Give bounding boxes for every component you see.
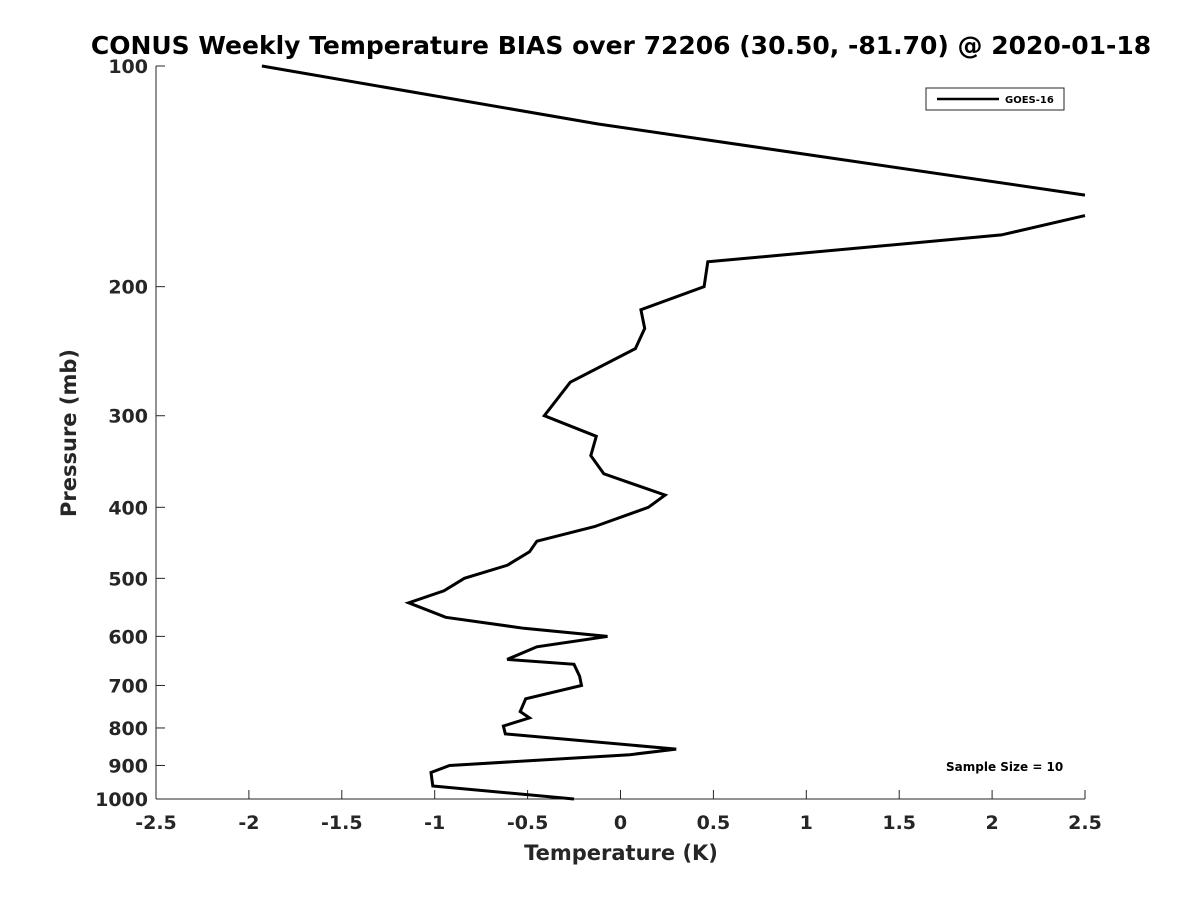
series-group bbox=[261, 64, 1086, 801]
y-axis-label: Pressure (mb) bbox=[57, 349, 81, 517]
x-tick-label: 2 bbox=[985, 812, 998, 834]
x-tick-label: 1.5 bbox=[882, 812, 916, 834]
series-line-goes16 bbox=[261, 64, 1086, 801]
y-tick-label: 600 bbox=[108, 626, 148, 648]
legend: GOES-16 bbox=[925, 87, 1065, 111]
y-tick-label: 200 bbox=[108, 277, 148, 299]
chart-title: CONUS Weekly Temperature BIAS over 72206… bbox=[91, 31, 1151, 60]
x-axis-ticks: -2.5 -2 -1.5 -1 -0.5 0 0.5 1 1.5 2 2.5 bbox=[135, 790, 1102, 834]
x-tick-label: 1 bbox=[800, 812, 813, 834]
x-tick-label: 0.5 bbox=[697, 812, 731, 834]
y-tick-label: 800 bbox=[108, 718, 148, 740]
x-tick-label: -0.5 bbox=[507, 812, 549, 834]
x-axis-label: Temperature (K) bbox=[524, 841, 718, 865]
y-tick-label: 1000 bbox=[95, 789, 148, 811]
y-tick-label: 300 bbox=[108, 406, 148, 428]
x-tick-label: -2.5 bbox=[135, 812, 177, 834]
y-tick-label: 100 bbox=[108, 56, 148, 78]
y-tick-label: 900 bbox=[108, 755, 148, 777]
x-tick-label: -1.5 bbox=[321, 812, 363, 834]
sample-size-annotation: Sample Size = 10 bbox=[946, 760, 1063, 774]
x-tick-label: -2 bbox=[238, 812, 259, 834]
x-tick-label: 0 bbox=[614, 812, 627, 834]
y-tick-label: 400 bbox=[108, 497, 148, 519]
y-axis-ticks: 100 200 300 400 500 600 700 800 900 1000 bbox=[95, 56, 165, 811]
x-tick-label: -1 bbox=[424, 812, 445, 834]
y-tick-label: 700 bbox=[108, 675, 148, 697]
y-tick-label: 500 bbox=[108, 568, 148, 590]
x-tick-label: 2.5 bbox=[1068, 812, 1102, 834]
legend-label-goes16: GOES-16 bbox=[1005, 95, 1054, 106]
